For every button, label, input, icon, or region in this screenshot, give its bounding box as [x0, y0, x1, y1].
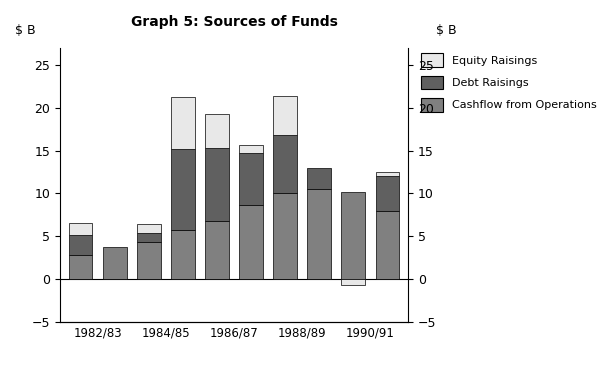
Legend: Equity Raisings, Debt Raisings, Cashflow from Operations: Equity Raisings, Debt Raisings, Cashflow… — [421, 53, 596, 112]
Bar — [205, 148, 229, 221]
Text: $ B: $ B — [436, 23, 457, 37]
Bar — [307, 168, 331, 189]
Bar — [171, 230, 195, 279]
Bar — [205, 221, 229, 279]
Text: $ B: $ B — [15, 23, 35, 37]
Bar — [376, 176, 400, 210]
Bar — [103, 247, 127, 279]
Bar — [68, 223, 92, 235]
Bar — [137, 242, 161, 279]
Bar — [273, 193, 297, 279]
Bar — [137, 224, 161, 233]
Bar — [68, 235, 92, 255]
Bar — [341, 279, 365, 285]
Text: Graph 5: Sources of Funds: Graph 5: Sources of Funds — [131, 15, 337, 29]
Bar — [239, 153, 263, 205]
Bar — [341, 192, 365, 279]
Bar — [376, 172, 400, 176]
Bar — [273, 97, 297, 135]
Bar — [273, 135, 297, 193]
Bar — [376, 210, 400, 279]
Bar — [68, 255, 92, 279]
Bar — [239, 145, 263, 153]
Bar — [171, 149, 195, 230]
Bar — [137, 233, 161, 242]
Bar — [171, 97, 195, 149]
Bar — [239, 205, 263, 279]
Bar — [205, 113, 229, 148]
Bar — [307, 189, 331, 279]
